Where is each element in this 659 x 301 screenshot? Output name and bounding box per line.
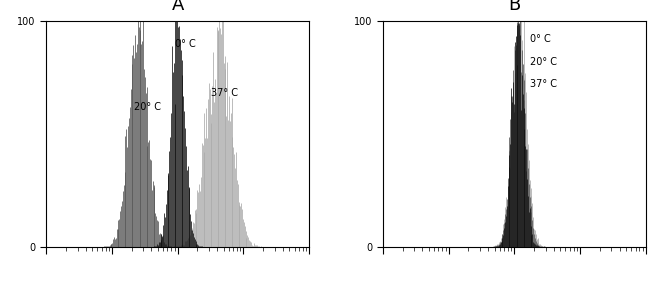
Text: 37° C: 37° C	[530, 79, 558, 89]
Text: 37° C: 37° C	[211, 88, 238, 98]
Text: B: B	[508, 0, 521, 14]
Text: A: A	[171, 0, 184, 14]
Text: 20° C: 20° C	[530, 57, 558, 67]
Text: 0° C: 0° C	[175, 39, 196, 49]
Text: 20° C: 20° C	[134, 102, 161, 112]
Text: 0° C: 0° C	[530, 34, 551, 44]
